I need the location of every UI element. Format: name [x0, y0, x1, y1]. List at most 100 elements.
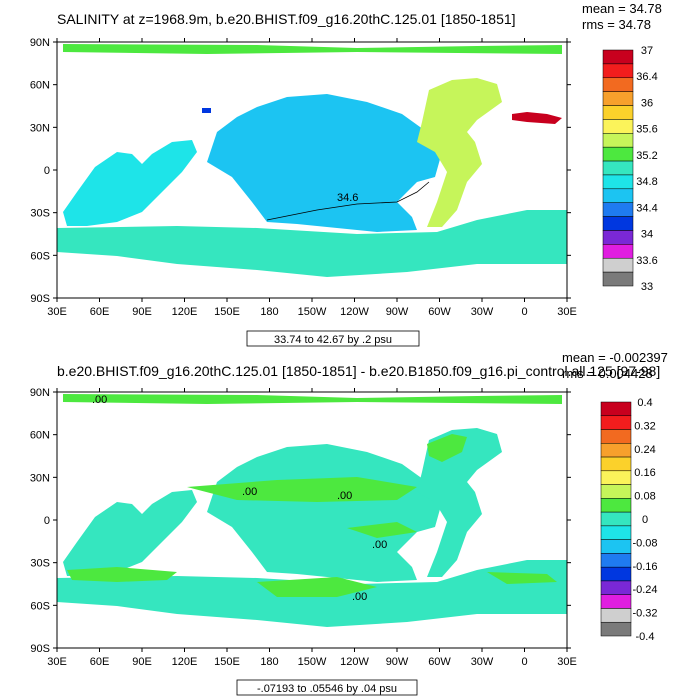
colorbar-label: 36 [641, 97, 653, 109]
colorbar-label: 0.16 [634, 467, 655, 479]
colorbar-label: 34.8 [636, 176, 657, 188]
y-tick-label: 30N [30, 472, 50, 484]
x-tick-label: 0 [521, 306, 527, 318]
indian-ocean [63, 140, 197, 226]
colorbar-swatch [600, 594, 632, 609]
colorbar-swatch [602, 257, 634, 273]
x-tick-label: 90W [386, 656, 409, 668]
y-tick-label: 30N [30, 122, 50, 134]
colorbar-swatch [600, 456, 632, 472]
x-tick-label: 150E [214, 656, 240, 668]
colorbar-swatch [602, 230, 634, 245]
colorbar-swatch [600, 566, 632, 582]
colorbar-swatch [602, 202, 634, 217]
x-tick-label: 90W [386, 306, 409, 318]
colorbar-swatch [602, 146, 634, 162]
colorbar-label: 0.08 [634, 491, 655, 503]
southern-ocean [57, 210, 567, 277]
x-tick-label: 150E [214, 306, 240, 318]
arctic-region [63, 394, 562, 404]
y-tick-label: 30S [30, 558, 50, 570]
colorbar-label: -0.4 [636, 631, 655, 643]
contour-label: 34.6 [337, 192, 358, 204]
x-tick-label: 90E [132, 656, 152, 668]
contour-label: .00 [92, 394, 107, 406]
colorbar-swatch [602, 119, 634, 134]
x-tick-label: 60E [90, 656, 110, 668]
colorbar-label: 0.4 [637, 397, 652, 409]
y-tick-label: 60N [30, 80, 50, 92]
x-tick-label: 30E [557, 656, 577, 668]
colorbar-label: 0.24 [634, 444, 655, 456]
y-tick-label: 90N [30, 37, 50, 49]
x-tick-label: 0 [521, 656, 527, 668]
range-label: 33.74 to 42.67 by .2 psu [274, 334, 392, 346]
positive-anomaly-patch [347, 522, 417, 538]
contour-label: .00 [337, 490, 352, 502]
axes: 30E 60E 90E 120E 150E 180 150W 120W 90W 60W 30W 0 30… [30, 37, 577, 318]
colorbar-swatch [602, 105, 634, 120]
atlantic-ocean [417, 78, 502, 227]
colorbar-swatch [600, 525, 632, 540]
colorbar-swatch [600, 553, 632, 568]
colorbar-label: 35.2 [636, 150, 657, 162]
arctic-region [63, 44, 562, 54]
positive-anomaly-patch [427, 434, 467, 462]
y-tick-label: 0 [44, 165, 50, 177]
x-tick-label: 30E [47, 656, 67, 668]
colorbar-swatch [600, 621, 632, 637]
colorbar-swatch [602, 91, 634, 106]
y-tick-label: 60S [30, 600, 50, 612]
axes: 30E 60E 90E 120E 150E 180 150W 120W 90W 60W 30W 0 30… [30, 387, 577, 668]
colorbar-swatch [602, 77, 634, 92]
x-tick-label: 120W [340, 656, 369, 668]
colorbar-label: 35.6 [636, 124, 657, 136]
colorbar-swatch [600, 608, 632, 623]
x-tick-label: 30W [471, 656, 494, 668]
colorbar: 37 36.4 36 35.6 35.2 34.8 34.4 34 33.6 33 [602, 45, 658, 293]
range-label: -.07193 to .05546 by .04 psu [257, 683, 397, 695]
panel-salinity: SALINITY at z=1968.9m, b.e20.BHIST.f09_g… [30, 1, 662, 347]
colorbar-swatch [600, 539, 632, 554]
x-tick-label: 30E [47, 306, 67, 318]
rms-label: rms = 34.78 [582, 17, 651, 32]
colorbar-label: 37 [641, 45, 653, 57]
panel-title: SALINITY at z=1968.9m, b.e20.BHIST.f09_g… [57, 11, 516, 27]
x-tick-label: 30E [557, 306, 577, 318]
colorbar-swatch [602, 133, 634, 148]
mediterranean-region [512, 112, 562, 124]
colorbar-swatch [602, 63, 634, 79]
colorbar-swatch [600, 498, 632, 513]
y-tick-label: 60N [30, 430, 50, 442]
colorbar-swatch [600, 415, 632, 430]
y-tick-label: 60S [30, 250, 50, 262]
colorbar-swatch [600, 511, 632, 527]
positive-anomaly-patch [67, 567, 177, 582]
y-tick-label: 0 [44, 515, 50, 527]
colorbar-swatch [602, 174, 634, 190]
colorbar-label: -0.24 [632, 584, 657, 596]
colorbar-label: 34 [641, 229, 653, 241]
x-tick-label: 180 [260, 656, 278, 668]
colorbar-swatch [600, 443, 632, 458]
colorbar-swatch [602, 244, 634, 259]
y-tick-label: 30S [30, 208, 50, 220]
x-tick-label: 120E [172, 656, 198, 668]
range-box [236, 679, 418, 696]
colorbar-swatch [600, 429, 632, 444]
colorbar-swatch [602, 49, 634, 65]
y-tick-label: 90N [30, 387, 50, 399]
colorbar-label: 36.4 [636, 71, 657, 83]
positive-anomaly-patch [187, 477, 417, 502]
colorbar-label: 0.32 [634, 420, 655, 432]
positive-anomaly-patch [257, 577, 377, 597]
pacific-ocean [207, 94, 442, 232]
colorbar-label: 0 [642, 514, 648, 526]
range-box [246, 330, 420, 347]
pacific-ocean [207, 444, 442, 582]
colorbar-swatch [602, 188, 634, 203]
contour-label: .00 [352, 591, 367, 603]
x-tick-label: 150W [298, 306, 327, 318]
contour-line [266, 181, 430, 221]
